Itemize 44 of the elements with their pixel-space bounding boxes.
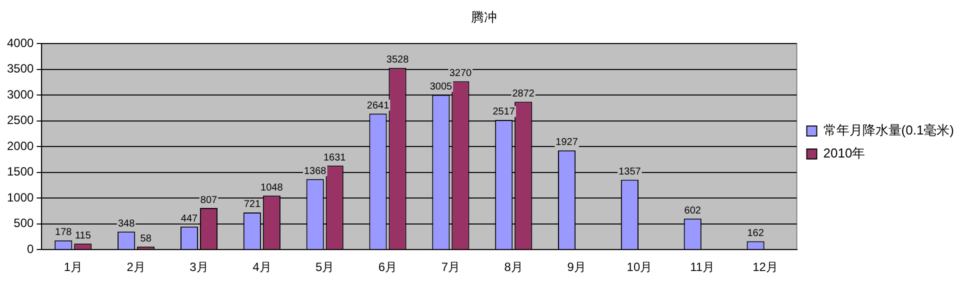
data-label: 1048 — [260, 182, 284, 194]
x-tick-label: 12月 — [752, 260, 778, 274]
x-tick-label: 6月 — [378, 260, 398, 274]
y-tick-label: 4000 — [6, 36, 34, 50]
data-label: 2517 — [492, 106, 516, 118]
y-tick-label: 0 — [27, 242, 34, 256]
x-tick-label: 7月 — [441, 260, 460, 274]
data-label: 602 — [684, 205, 702, 216]
data-label: 2872 — [512, 88, 535, 100]
data-label: 1368 — [304, 166, 327, 177]
data-label: 3270 — [449, 68, 472, 79]
y-tick-label: 2500 — [6, 113, 34, 128]
legend-label: 常年月降水量(0.1毫米) — [823, 122, 954, 138]
data-label: 1357 — [618, 166, 642, 178]
data-label: 447 — [180, 213, 198, 224]
x-tick-label: 9月 — [567, 260, 586, 274]
y-tick-label: 500 — [14, 216, 34, 230]
data-label: 1927 — [556, 137, 578, 148]
y-tick-label: 2000 — [6, 138, 34, 153]
x-tick-label: 3月 — [190, 260, 208, 274]
x-tick-label: 8月 — [504, 260, 523, 274]
y-tick-label: 1500 — [6, 164, 34, 179]
data-label: 58 — [140, 233, 152, 244]
data-label: 115 — [74, 230, 92, 242]
data-label: 162 — [747, 228, 764, 240]
data-label: 721 — [244, 199, 261, 210]
y-tick-label: 1000 — [6, 190, 34, 204]
y-tick-label: 3500 — [6, 62, 34, 76]
data-label: 178 — [55, 227, 72, 238]
x-tick-label: 5月 — [316, 260, 334, 274]
chart-title: 腾冲 — [471, 9, 497, 24]
data-label: 3005 — [430, 82, 452, 93]
x-tick-label: 4月 — [252, 260, 272, 274]
data-label: 1631 — [323, 152, 346, 164]
data-label: 2641 — [366, 100, 390, 112]
data-label: 807 — [200, 194, 218, 206]
x-tick-label: 11月 — [690, 260, 715, 274]
data-label: 348 — [118, 218, 136, 230]
x-tick-label: 1月 — [64, 260, 82, 274]
legend-label: 2010年 — [823, 146, 866, 161]
data-label: 3528 — [386, 54, 410, 66]
y-tick-label: 3000 — [6, 87, 34, 102]
x-tick-label: 2月 — [126, 260, 146, 274]
x-tick-label: 10月 — [626, 260, 652, 274]
